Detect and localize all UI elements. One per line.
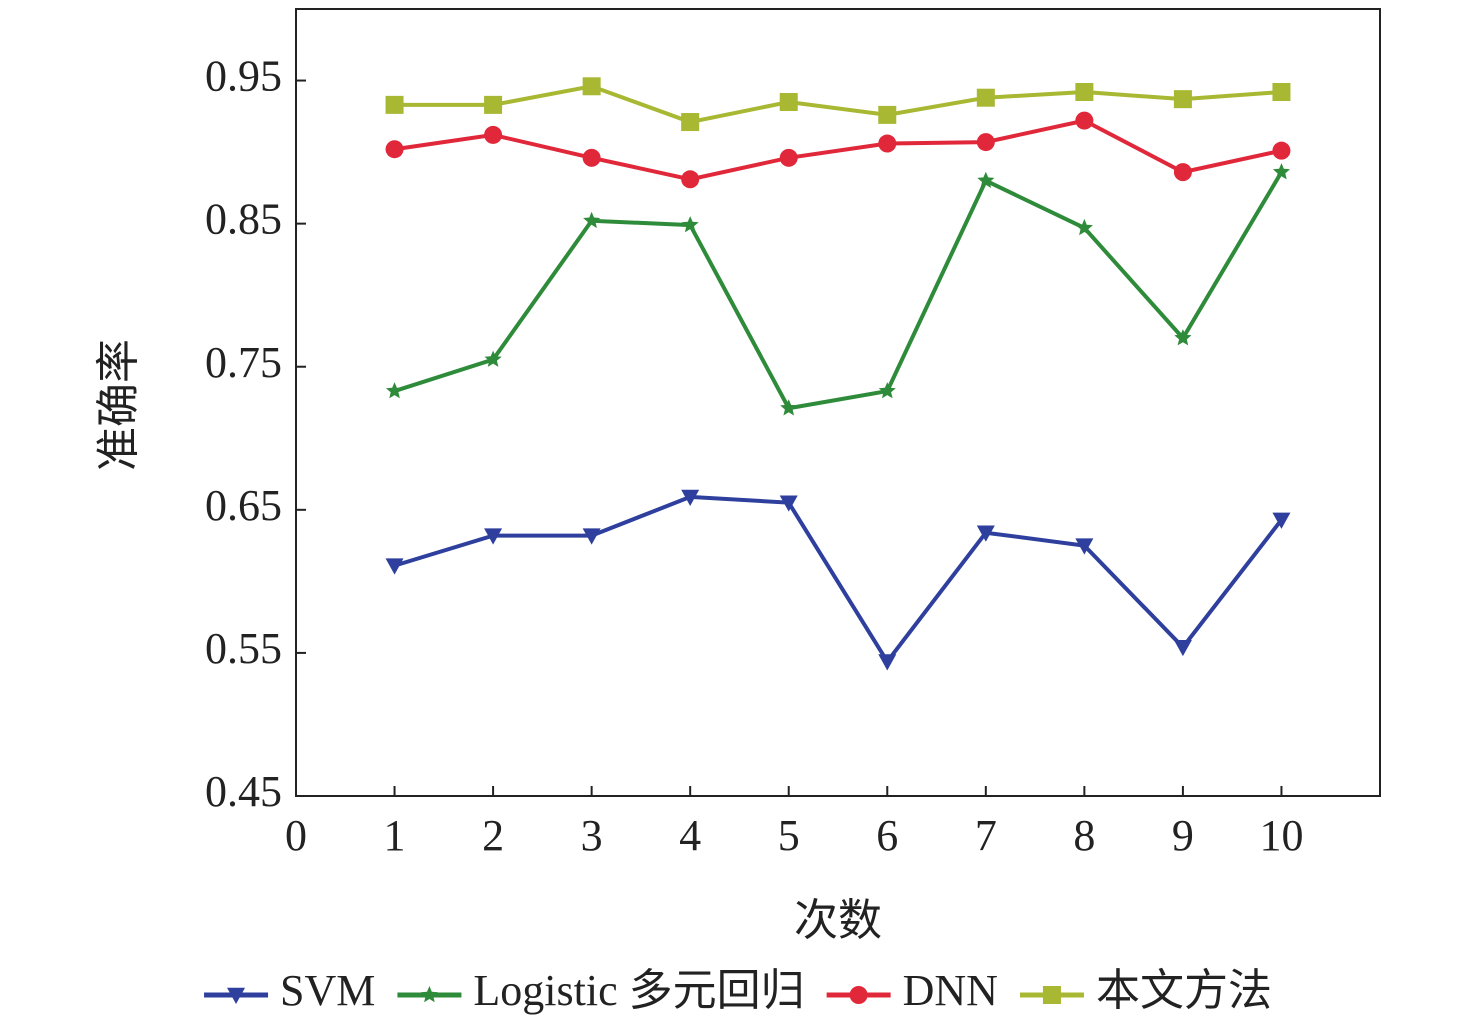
y-tick-label: 0.95 <box>205 52 282 101</box>
marker <box>849 986 868 1004</box>
marker <box>420 986 439 1003</box>
legend-item: DNN <box>826 966 998 1015</box>
legend-item: SVM <box>204 966 375 1015</box>
legend: SVM Logistic 多元回归 DNN 本文方法 <box>204 966 1272 1015</box>
marker <box>976 88 995 107</box>
marker <box>582 77 601 96</box>
legend-label: 本文方法 <box>1096 966 1272 1015</box>
legend-item: Logistic 多元回归 <box>397 966 805 1015</box>
marker <box>1075 82 1094 101</box>
marker <box>582 148 601 167</box>
marker <box>583 211 601 229</box>
x-tick-label: 9 <box>1172 811 1194 860</box>
marker <box>385 95 404 114</box>
marker <box>779 93 798 112</box>
x-tick-label: 5 <box>778 811 800 860</box>
marker <box>385 140 404 159</box>
marker <box>681 489 700 506</box>
series-line <box>394 118 1282 182</box>
y-tick-label: 0.65 <box>205 481 282 530</box>
x-tick-label: 3 <box>581 811 603 860</box>
marker <box>1272 163 1290 180</box>
legend-item: 本文方法 <box>1019 966 1272 1015</box>
marker <box>780 399 798 416</box>
y-tick-label: 0.75 <box>205 338 282 387</box>
marker <box>878 134 897 153</box>
marker <box>1173 163 1192 182</box>
marker <box>1272 512 1291 529</box>
marker <box>1075 538 1094 555</box>
marker <box>484 125 503 144</box>
x-tick-label: 4 <box>679 811 701 860</box>
marker <box>385 558 404 575</box>
x-tick-label: 0 <box>285 811 307 860</box>
x-tick-label: 10 <box>1259 811 1303 860</box>
marker <box>1272 141 1291 160</box>
marker <box>1272 82 1291 101</box>
x-axis-label: 次数 <box>794 896 882 945</box>
y-tick-label: 0.45 <box>205 767 282 816</box>
marker <box>878 654 897 671</box>
x-tick-label: 1 <box>384 811 406 860</box>
legend-label: DNN <box>903 966 998 1015</box>
x-tick-label: 2 <box>482 811 504 860</box>
legend-label: SVM <box>280 966 375 1015</box>
marker <box>1173 90 1192 109</box>
marker <box>779 495 798 512</box>
marker <box>977 171 995 188</box>
series-line <box>394 84 1282 125</box>
x-tick-label: 7 <box>975 811 997 860</box>
marker <box>1173 639 1192 657</box>
marker <box>1042 986 1061 1004</box>
x-tick-label: 8 <box>1073 811 1095 860</box>
marker <box>878 105 897 124</box>
marker <box>1075 218 1093 236</box>
marker <box>878 382 896 399</box>
plot-frame <box>295 8 1381 797</box>
series-line <box>393 494 1284 666</box>
series-line <box>393 171 1284 411</box>
x-tick-label: 6 <box>876 811 898 860</box>
marker <box>582 528 601 545</box>
marker <box>227 987 246 1004</box>
marker <box>1075 111 1094 130</box>
marker <box>484 350 502 367</box>
marker <box>484 528 503 545</box>
marker <box>1174 329 1192 346</box>
marker <box>976 133 995 152</box>
marker <box>386 382 404 399</box>
marker <box>779 148 798 167</box>
marker <box>681 113 700 132</box>
marker <box>484 95 503 114</box>
marker <box>976 525 995 542</box>
y-tick-label: 0.55 <box>205 624 282 673</box>
marker <box>681 170 700 189</box>
y-tick-label: 0.85 <box>205 195 282 244</box>
y-axis-label: 准确率 <box>94 339 143 471</box>
marker <box>681 216 699 233</box>
legend-label: Logistic 多元回归 <box>473 966 804 1015</box>
